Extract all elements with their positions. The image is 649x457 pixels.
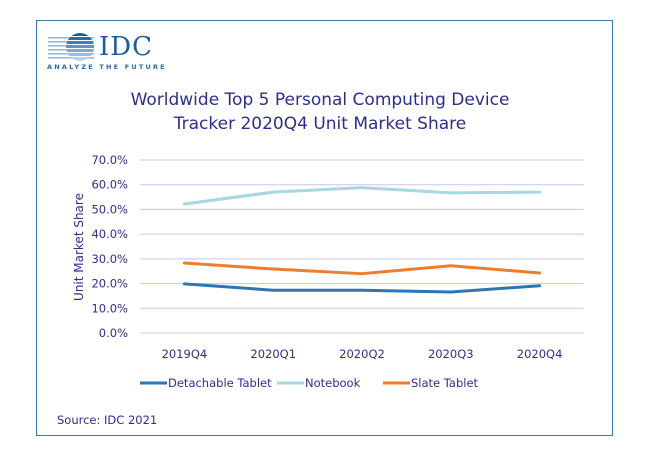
legend-label: Notebook [305,376,361,390]
series-line-detachable-tablet [182,282,542,294]
gridlines [140,159,584,334]
x-tick-label: 2020Q2 [339,347,385,361]
x-tick-label: 2020Q3 [428,347,474,361]
y-tick-label: 50.0% [91,202,128,216]
y-axis-label: Unit Market Share [72,193,86,301]
y-tick-label: 20.0% [91,277,128,291]
x-axis-ticks: 2019Q4 2020Q1 2020Q2 2020Q3 2020Q4 [162,347,563,361]
y-tick-label: 10.0% [91,301,128,315]
idc-globe-logo-icon [48,33,94,61]
y-axis-ticks: 0.0% 10.0% 20.0% 30.0% 40.0% 50.0% 60.0% 70.0% [91,153,128,340]
idc-logo-text: IDC [99,32,154,62]
chart-title: Worldwide Top 5 Personal Computing Devic… [60,88,580,136]
chart-title-line-1: Worldwide Top 5 Personal Computing Devic… [130,90,510,110]
chart-title-line-2: Tracker 2020Q4 Unit Market Share [173,114,467,134]
y-tick-label: 70.0% [91,153,128,167]
x-tick-label: 2020Q1 [250,347,296,361]
series-line-slate-tablet [182,261,542,276]
idc-tagline: ANALYZE THE FUTURE [47,63,167,71]
x-tick-label: 2020Q4 [517,347,563,361]
y-tick-label: 40.0% [91,227,128,241]
chart-frame [36,20,613,436]
y-tick-label: 60.0% [91,178,128,192]
y-tick-label: 0.0% [99,326,128,340]
legend-label: Slate Tablet [411,376,479,390]
y-tick-label: 30.0% [91,252,128,266]
legend-label: Detachable Tablet [168,376,272,390]
legend-item: Detachable Tablet [140,376,272,390]
legend-item: Notebook [277,376,361,390]
series-lines [182,186,542,294]
legend: Detachable Tablet Notebook Slate Tablet [140,376,479,390]
legend-item: Slate Tablet [383,376,479,390]
series-line-notebook [182,186,542,206]
source-note: Source: IDC 2021 [57,413,158,427]
x-tick-label: 2019Q4 [162,347,208,361]
